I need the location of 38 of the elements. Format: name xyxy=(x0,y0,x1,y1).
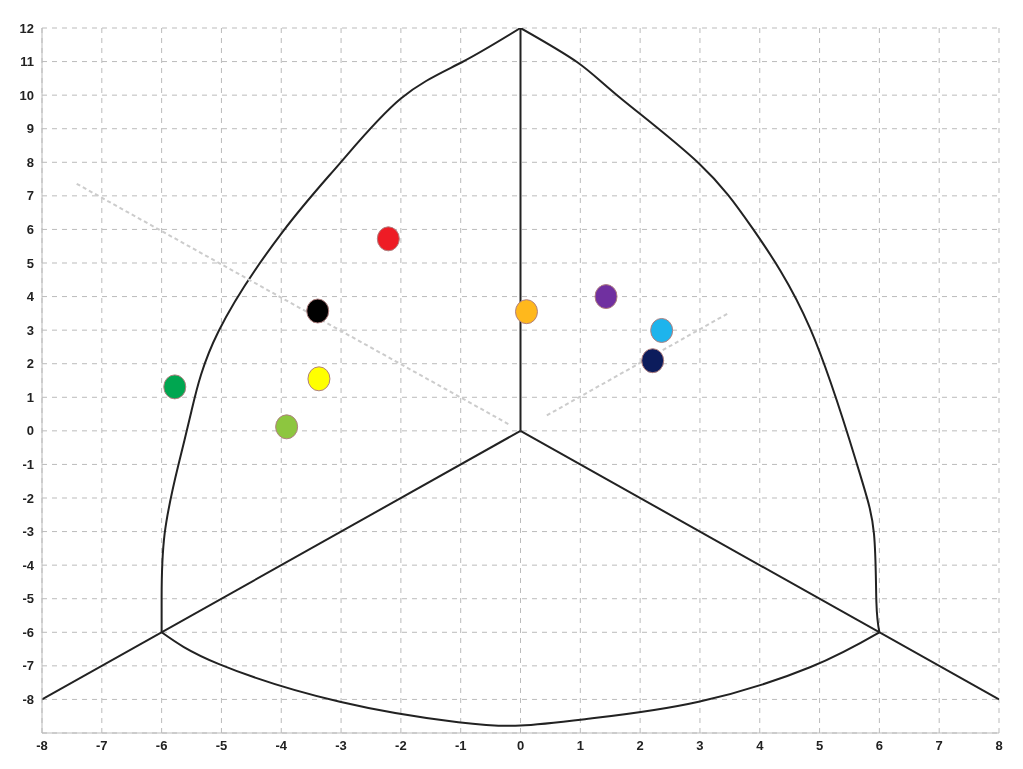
y-tick-label: 9 xyxy=(26,121,34,137)
y-tick-label: 6 xyxy=(26,222,34,238)
y-tick-label: 4 xyxy=(26,289,35,305)
y-tick-label: 3 xyxy=(26,322,34,338)
y-tick-label: 11 xyxy=(20,54,34,70)
x-tick-label: 4 xyxy=(756,738,765,754)
y-tick-label: 0 xyxy=(26,423,34,439)
y-tick-label: -3 xyxy=(22,524,34,540)
y-tick-label: 7 xyxy=(26,188,34,204)
x-tick-label: 7 xyxy=(935,738,943,754)
y-tick-label: -4 xyxy=(22,557,35,573)
y-tick-label: -8 xyxy=(22,692,34,708)
y-tick-label: 12 xyxy=(19,20,34,36)
y-tick-label: 10 xyxy=(19,87,34,103)
x-tick-label: 1 xyxy=(576,738,584,754)
x-tick-label: 2 xyxy=(636,738,644,754)
y-tick-label: -6 xyxy=(22,624,34,640)
y-tick-label: 5 xyxy=(26,255,34,271)
x-tick-label: 5 xyxy=(815,738,824,754)
x-tick-label: -4 xyxy=(275,738,288,754)
x-tick-label: -8 xyxy=(36,738,48,754)
y-tick-label: -1 xyxy=(22,457,34,473)
x-tick-label: -7 xyxy=(96,738,108,754)
x-tick-label: -1 xyxy=(454,738,467,754)
y-tick-label: -7 xyxy=(22,658,34,674)
y-tick-label: 2 xyxy=(26,356,34,372)
x-tick-label: -3 xyxy=(335,738,347,754)
x-tick-label: 3 xyxy=(696,738,704,754)
y-tick-label: 8 xyxy=(26,154,34,170)
y-tick-label: 1 xyxy=(26,389,34,405)
x-tick-label: 8 xyxy=(995,738,1003,754)
x-tick-label: -2 xyxy=(395,738,407,754)
x-tick-label: 6 xyxy=(875,738,883,754)
x-tick-label: -6 xyxy=(155,738,168,754)
x-tick-label: -5 xyxy=(215,738,228,754)
x-tick-label: 0 xyxy=(516,738,525,754)
y-tick-label: -5 xyxy=(22,591,34,607)
y-tick-label: -2 xyxy=(22,490,34,506)
